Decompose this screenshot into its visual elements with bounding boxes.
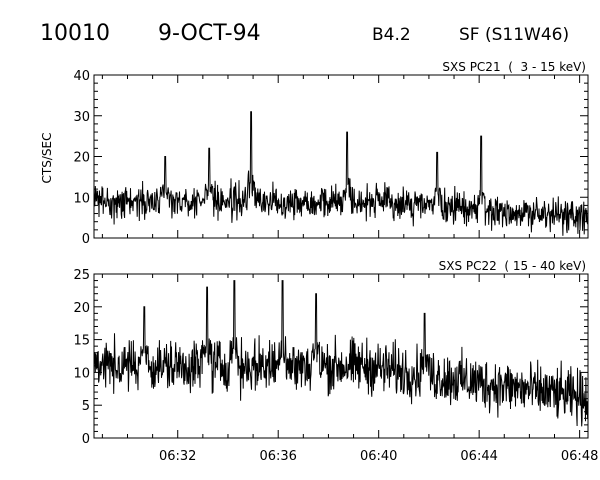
event-date: 9-OCT-94	[158, 21, 261, 46]
y-axis-label: CTS/SEC	[40, 133, 54, 184]
y-tick-label: 0	[82, 432, 90, 447]
x-tick-label: 06:44	[460, 449, 497, 464]
y-tick-label: 15	[73, 334, 90, 349]
series-line-pc22	[93, 280, 589, 427]
x-tick-label: 06:48	[561, 449, 598, 464]
y-tick-label: 5	[82, 399, 90, 414]
y-tick-label: 25	[73, 268, 90, 283]
ticks-pc22: 0 5 10 15 20 25 06:32 06:36 06:40 06:44 06:48	[73, 268, 598, 464]
y-tick-label: 20	[73, 301, 90, 316]
panel-title-pc21: SXS PC21 ( 3 - 15 keV)	[442, 60, 586, 74]
event-id: 10010	[40, 21, 110, 46]
series-line-pc21	[93, 111, 589, 236]
flare-class: B4.2	[372, 25, 411, 45]
y-tick-label: 10	[73, 366, 90, 381]
x-tick-label: 06:36	[259, 449, 296, 464]
y-tick-label: 30	[73, 110, 90, 125]
y-tick-label: 20	[73, 151, 90, 166]
y-tick-label: 0	[82, 232, 90, 247]
y-tick-label: 10	[73, 191, 90, 206]
panel-pc21: SXS PC21 ( 3 - 15 keV) CTS/SEC 0 10 20 30 40	[40, 60, 589, 247]
y-tick-label: 40	[73, 69, 90, 84]
x-tick-label: 06:40	[360, 449, 397, 464]
flare-location: SF (S11W46)	[459, 25, 569, 45]
x-tick-label: 06:32	[159, 449, 196, 464]
panel-title-pc22: SXS PC22 ( 15 - 40 keV)	[439, 259, 586, 273]
